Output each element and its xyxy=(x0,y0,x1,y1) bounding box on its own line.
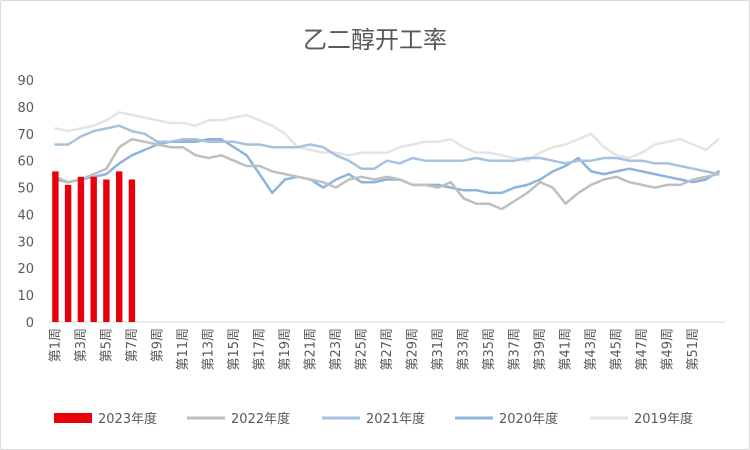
series-line-2021年度 xyxy=(54,124,720,176)
x-tick-label: 第41周 xyxy=(559,328,574,371)
x-tick-label: 第35周 xyxy=(482,328,497,371)
bar xyxy=(103,179,110,322)
legend-label: 2023年度 xyxy=(98,411,157,427)
x-tick-label: 第43周 xyxy=(584,328,599,371)
x-tick-label: 第5周 xyxy=(99,328,114,362)
x-tick-label: 第39周 xyxy=(533,328,548,371)
x-tick-label: 第9周 xyxy=(150,328,165,362)
bar xyxy=(52,171,59,322)
series-line-2022年度 xyxy=(54,137,720,211)
legend-label: 2020年度 xyxy=(499,411,558,427)
legend-label: 2019年度 xyxy=(634,411,693,427)
y-tick-label: 80 xyxy=(17,101,34,116)
legend-item[interactable]: 2021年度 xyxy=(322,411,425,427)
x-tick-label: 第15周 xyxy=(227,328,242,371)
y-tick-label: 20 xyxy=(17,262,34,277)
legend-swatch xyxy=(54,413,92,423)
line-series xyxy=(54,111,720,211)
legend-item[interactable]: 2023年度 xyxy=(54,411,157,427)
x-tick-label: 第1周 xyxy=(48,328,63,362)
x-tick-label: 第37周 xyxy=(508,328,523,371)
legend-item[interactable]: 2022年度 xyxy=(187,411,290,427)
x-tick-label: 第27周 xyxy=(380,328,395,371)
bar-series xyxy=(52,171,136,322)
x-tick-label: 第13周 xyxy=(201,328,216,371)
y-tick-label: 30 xyxy=(17,235,34,250)
series-line-2020年度 xyxy=(54,137,720,195)
x-tick-label: 第3周 xyxy=(74,328,89,362)
x-tick-label: 第45周 xyxy=(610,328,625,371)
y-tick-label: 70 xyxy=(17,128,34,143)
legend-item[interactable]: 2019年度 xyxy=(590,411,693,427)
x-tick-label: 第51周 xyxy=(686,328,701,371)
y-tick-label: 0 xyxy=(26,316,34,331)
bar xyxy=(128,179,136,322)
x-tick-label: 第29周 xyxy=(406,328,421,371)
legend: 2023年度 2022年度 2021年度 2020年度 2019年度 xyxy=(54,411,693,427)
bar xyxy=(77,176,85,322)
y-tick-label: 50 xyxy=(17,182,34,197)
legend-label: 2021年度 xyxy=(366,411,425,427)
bar xyxy=(116,171,123,322)
y-tick-label: 10 xyxy=(17,289,34,304)
x-tick-label: 第19周 xyxy=(278,328,293,371)
y-tick-label: 90 xyxy=(17,74,34,89)
chart-title: 乙二醇开工率 xyxy=(303,26,447,54)
x-tick-label: 第33周 xyxy=(457,328,472,371)
y-tick-label: 40 xyxy=(17,208,34,223)
x-tick-label: 第21周 xyxy=(303,328,318,371)
x-tick-label: 第25周 xyxy=(354,328,369,371)
x-tick-label: 第23周 xyxy=(329,328,344,371)
legend-item[interactable]: 2020年度 xyxy=(455,411,558,427)
x-axis: 第1周 第3周 第5周 第7周 第9周 第11周 第13周 第15周 第17周 第19周 第21周第… xyxy=(48,321,725,371)
x-tick-label: 第47周 xyxy=(635,328,650,371)
x-tick-label: 第7周 xyxy=(125,328,140,362)
bar xyxy=(90,176,97,322)
series-line-2019年度 xyxy=(54,111,720,162)
x-tick-label: 第17周 xyxy=(252,328,267,371)
x-tick-label: 第49周 xyxy=(661,328,676,371)
x-tick-label: 第31周 xyxy=(431,328,446,371)
y-axis: 0 10 20 30 40 50 60 70 80 90 xyxy=(17,74,34,331)
y-tick-label: 60 xyxy=(17,155,34,170)
legend-label: 2022年度 xyxy=(231,411,290,427)
bar xyxy=(64,184,72,322)
x-tick-label: 第11周 xyxy=(176,328,191,371)
